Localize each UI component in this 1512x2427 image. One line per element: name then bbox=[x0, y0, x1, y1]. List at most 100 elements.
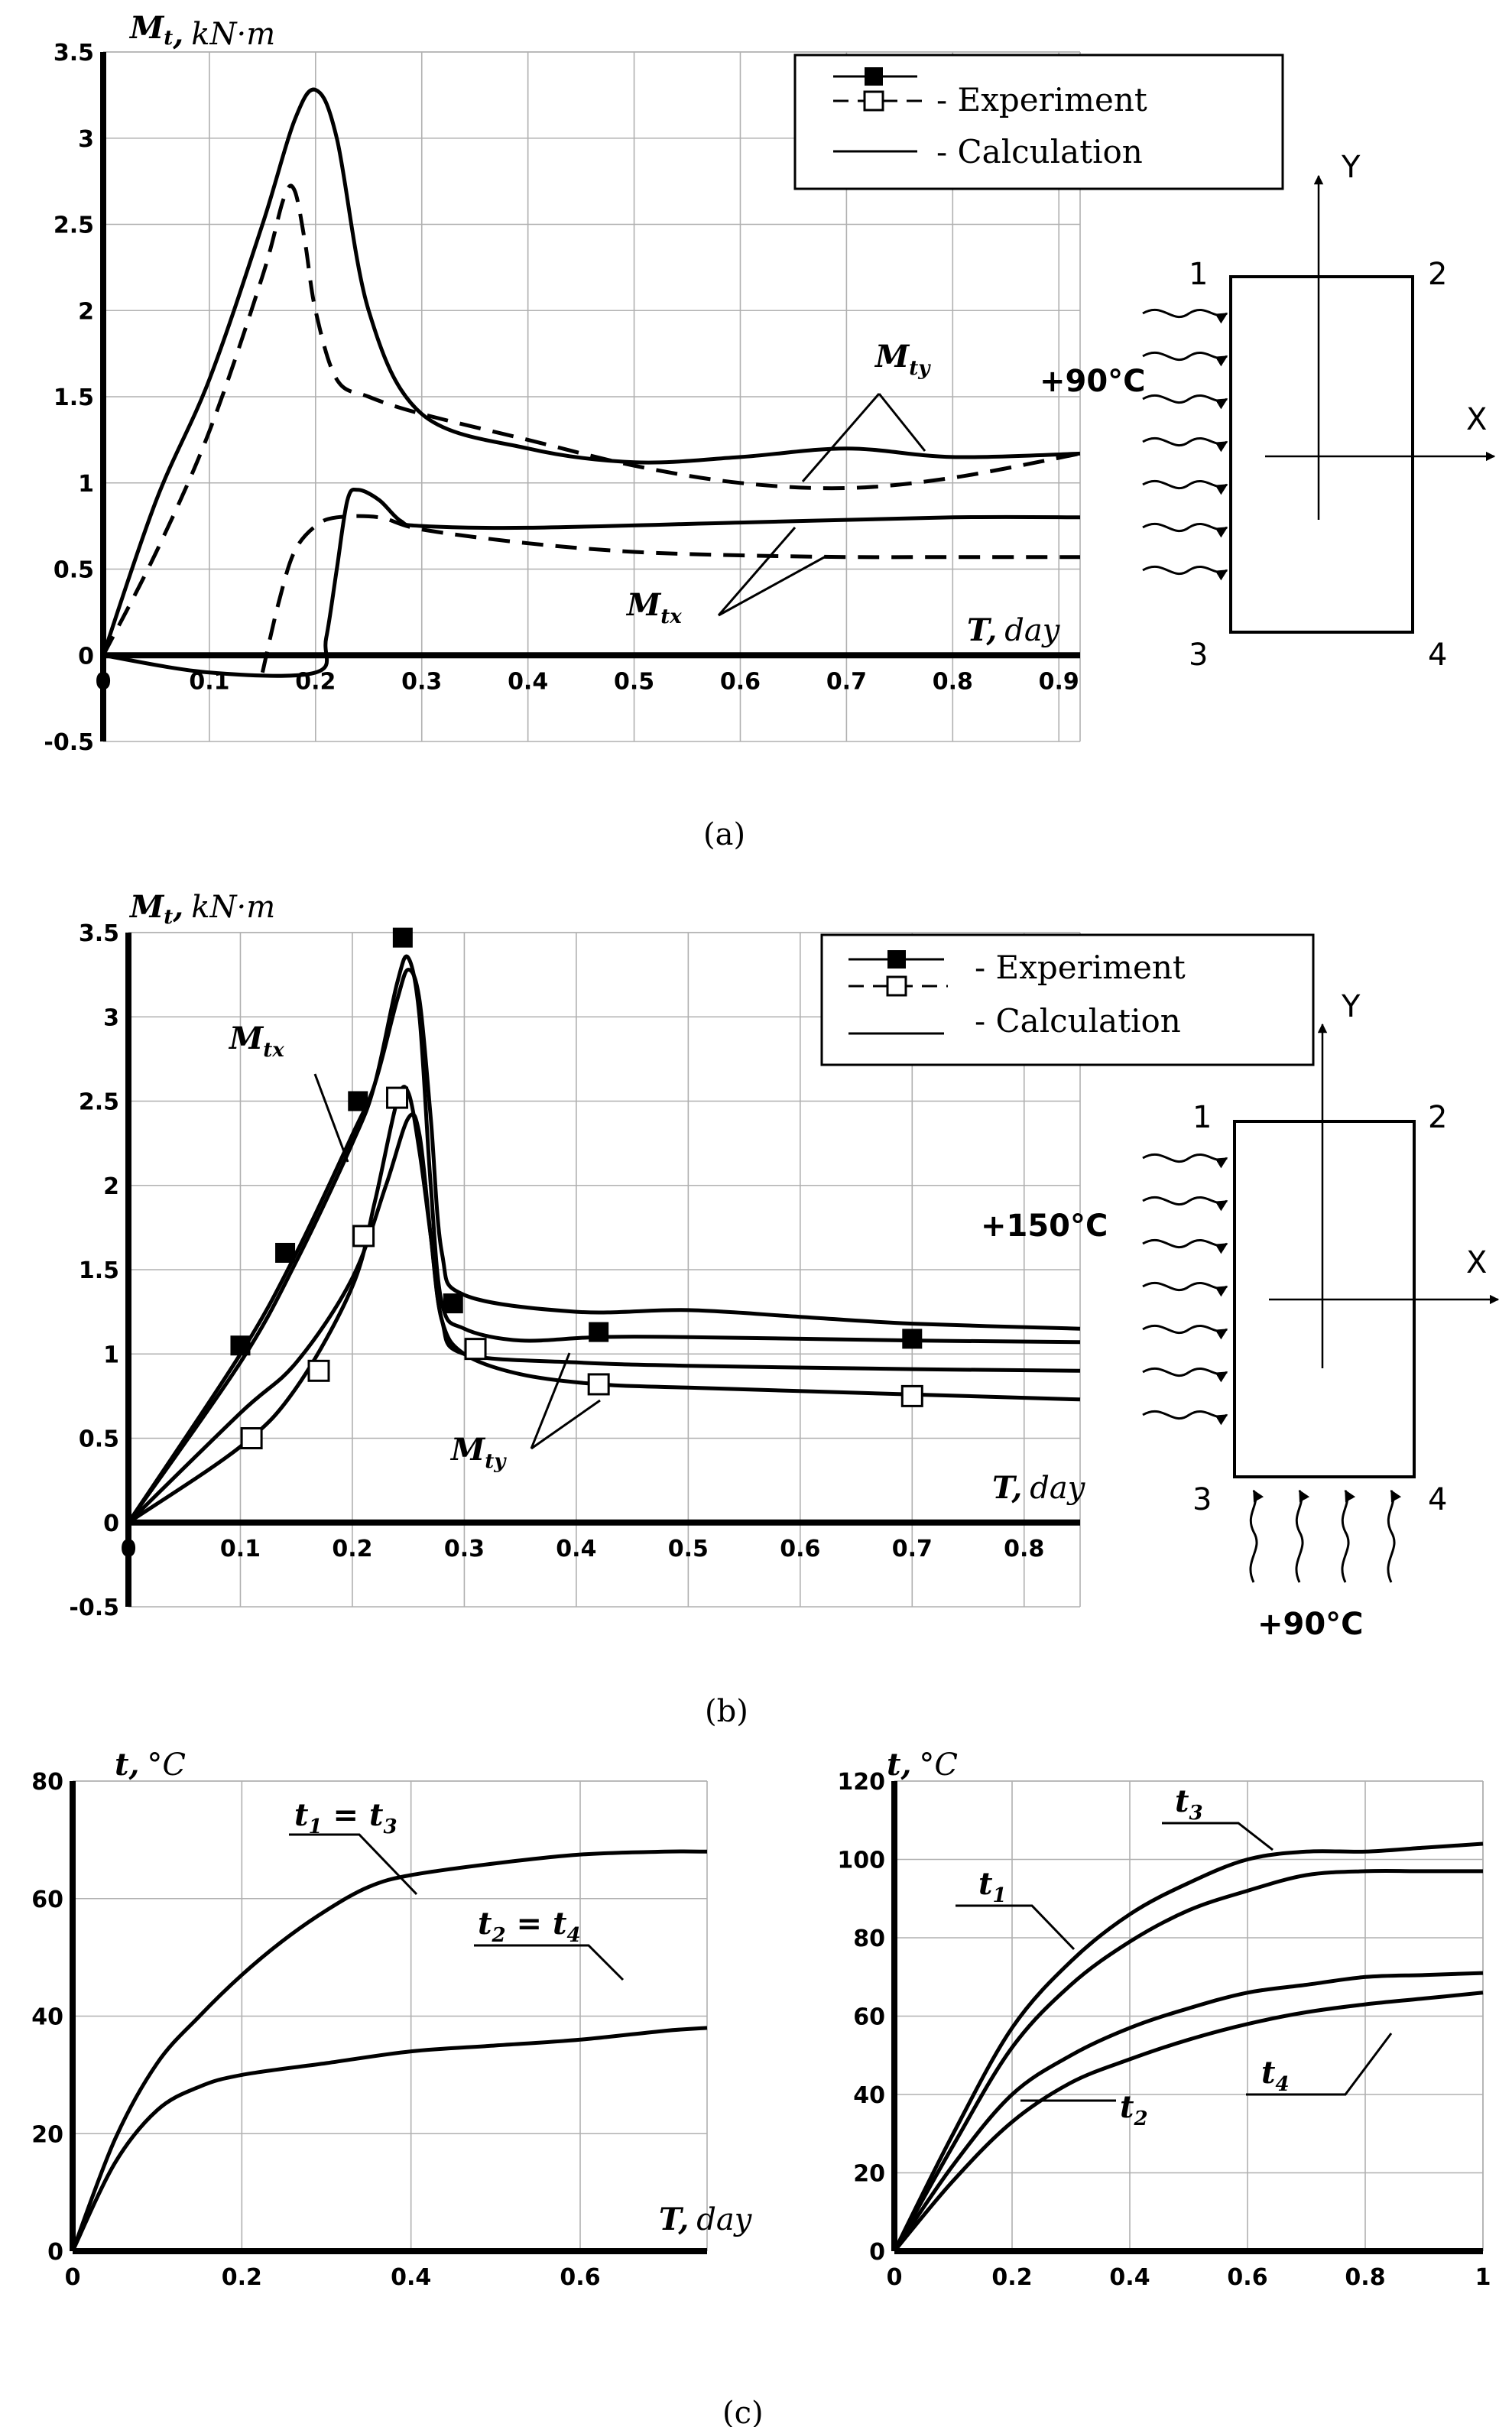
chart-b-plot bbox=[125, 927, 1081, 1607]
inset-b-heat-waves bbox=[1142, 1153, 1228, 1426]
chart-c-right-tick-labels: 0 0.2 0.4 0.6 0.8 1 0 20 40 60 80 100 120 bbox=[837, 1769, 1491, 2291]
x-tick-label: 0.1 bbox=[220, 1536, 261, 1562]
experiment-marker-filled bbox=[589, 1322, 609, 1342]
heat-wave-arrow bbox=[1249, 1489, 1264, 1583]
heat-wave-arrow bbox=[1142, 308, 1228, 324]
x-tick-label: 0.2 bbox=[332, 1536, 372, 1562]
series-line-1 bbox=[892, 1841, 1484, 2253]
series-line-3 bbox=[127, 1112, 1081, 1524]
series-line-1 bbox=[101, 87, 1081, 657]
y-tick-label: 0.5 bbox=[79, 1426, 119, 1453]
x-tick-label: 0.5 bbox=[668, 1536, 709, 1562]
legend-a-filled-marker bbox=[865, 67, 883, 86]
y-tick-label: 60 bbox=[853, 2004, 885, 2031]
chart-a-ylabel: Mt, kN·m bbox=[128, 10, 275, 52]
experiment-marker-filled bbox=[443, 1293, 463, 1314]
chart-a-inset: Y X 1 2 3 4 +90°C bbox=[1040, 150, 1496, 673]
series-line-3 bbox=[892, 1971, 1484, 2253]
chart-b-tick-labels: 0 0.1 0.2 0.3 0.4 0.5 0.6 0.7 0.8 -0.5 0 0.5 1 1.5 2 2.… bbox=[69, 920, 1044, 1621]
y-tick-label: 0.5 bbox=[54, 557, 94, 584]
y-tick-label: 2 bbox=[78, 298, 94, 325]
y-tick-label: 3 bbox=[78, 126, 94, 153]
y-tick-label: 120 bbox=[837, 1769, 885, 1796]
series-line-2 bbox=[101, 183, 1081, 657]
x-tick-label: 0.8 bbox=[933, 668, 973, 695]
x-tick-label: 1 bbox=[1475, 2264, 1491, 2291]
y-tick-label: 40 bbox=[31, 2004, 63, 2031]
y-tick-label: 0 bbox=[78, 643, 94, 670]
heat-wave-arrow bbox=[1142, 1238, 1228, 1254]
chart-b-annotation-mty: Mty bbox=[449, 1432, 507, 1473]
x-tick-label: 0 bbox=[887, 2264, 903, 2291]
chart-a-leader-mtx-1 bbox=[717, 527, 797, 616]
y-tick-label: 3 bbox=[103, 1004, 119, 1031]
x-tick-label: 0.4 bbox=[508, 668, 548, 695]
x-tick-label: 0.9 bbox=[1039, 668, 1079, 695]
chart-a-xlabel: T, day bbox=[967, 612, 1061, 648]
chart-c-left: 0 0.2 0.4 0.6 0 20 40 60 80 t, °C T, day t1 = t3 t… bbox=[31, 1747, 753, 2291]
chart-a-leader-mty-2 bbox=[878, 393, 926, 452]
y-tick-label: 100 bbox=[837, 1848, 885, 1874]
experiment-marker-filled bbox=[392, 927, 413, 948]
series-line-2 bbox=[70, 2026, 708, 2253]
y-tick-label: 1.5 bbox=[79, 1257, 119, 1284]
chart-c-right-leader-t4 bbox=[1246, 2033, 1393, 2096]
inset-b-temperature-bottom: +90°C bbox=[1257, 1607, 1364, 1642]
inset-a-heat-waves bbox=[1142, 308, 1228, 581]
experiment-marker-open bbox=[587, 1373, 610, 1396]
inset-b-corner-1: 1 bbox=[1192, 1100, 1212, 1135]
chart-c-left-annotation-t1-t3: t1 = t3 bbox=[294, 1797, 397, 1838]
inset-b-temperature-side: +150°C bbox=[981, 1209, 1108, 1244]
experiment-marker-open bbox=[900, 1384, 923, 1407]
chart-c-right: 0 0.2 0.4 0.6 0.8 1 0 20 40 60 80 100 120 t, °C t3 t1… bbox=[722, 1747, 1491, 2427]
chart-c-left-annotation-t2-t4: t2 = t4 bbox=[478, 1906, 581, 1947]
inset-a-y-label: Y bbox=[1341, 150, 1361, 185]
x-tick-label: 0.8 bbox=[1004, 1536, 1044, 1562]
x-tick-label: 0.2 bbox=[295, 668, 336, 695]
experiment-marker-open bbox=[386, 1086, 409, 1109]
y-tick-label: 2.5 bbox=[54, 213, 94, 239]
x-tick-label: 0.4 bbox=[1109, 2264, 1150, 2291]
x-tick-label: 0.6 bbox=[780, 1536, 820, 1562]
inset-a-corner-2: 2 bbox=[1428, 257, 1447, 292]
inset-a-x-label: X bbox=[1466, 402, 1487, 437]
x-tick-label: 0 bbox=[96, 668, 112, 695]
chart-a-annotation-mtx: Mtx bbox=[625, 587, 682, 628]
inset-a-specimen bbox=[1229, 275, 1414, 634]
chart-a-plot bbox=[100, 52, 1081, 741]
chart-c-right-leader-t3 bbox=[1162, 1822, 1274, 1851]
experiment-marker-open bbox=[464, 1338, 487, 1361]
x-tick-label: 0.6 bbox=[560, 2264, 600, 2291]
heat-wave-arrow bbox=[1341, 1489, 1356, 1583]
chart-a-leader-mty-1 bbox=[801, 393, 881, 482]
x-tick-label: 0.1 bbox=[189, 668, 229, 695]
x-tick-label: 0.7 bbox=[892, 1536, 933, 1562]
experiment-marker-open bbox=[352, 1225, 375, 1248]
inset-b-corner-3: 3 bbox=[1192, 1482, 1212, 1517]
chart-a: 0 0.1 0.2 0.3 0.4 0.5 0.6 0.7 0.8 0.9 -0.5 0 0.5 1 1.5… bbox=[44, 10, 1496, 852]
series-line-1 bbox=[126, 968, 1081, 1524]
heat-wave-arrow bbox=[1142, 1153, 1228, 1169]
x-tick-label: 0.7 bbox=[826, 668, 867, 695]
heat-wave-arrow bbox=[1142, 522, 1228, 538]
series-line-4 bbox=[260, 514, 1080, 673]
inset-b-corner-2: 2 bbox=[1428, 1100, 1447, 1135]
y-tick-label: 40 bbox=[853, 2082, 885, 2109]
x-tick-label: 0.5 bbox=[614, 668, 654, 695]
y-tick-label: 1 bbox=[103, 1342, 119, 1368]
heat-wave-arrow bbox=[1142, 436, 1228, 453]
x-tick-label: 0.4 bbox=[556, 1536, 596, 1562]
legend-a-open-marker bbox=[863, 90, 884, 112]
x-tick-label: 0.2 bbox=[991, 2264, 1032, 2291]
chart-b-legend: - Experiment - Calculation bbox=[820, 933, 1315, 1066]
inset-b-heat-waves-bottom bbox=[1249, 1489, 1402, 1583]
legend-b-open-marker bbox=[886, 975, 907, 997]
chart-a-leader-mtx-2 bbox=[718, 555, 826, 617]
heat-wave-arrow bbox=[1142, 565, 1228, 581]
chart-b-inset: Y X 1 2 3 4 +150°C +90°C bbox=[981, 989, 1500, 1642]
chart-c-left-ylabel: t, °C bbox=[115, 1747, 186, 1783]
series-line-3 bbox=[102, 487, 1081, 678]
x-tick-label: 0.4 bbox=[391, 2264, 431, 2291]
x-tick-label: 0 bbox=[65, 2264, 81, 2291]
